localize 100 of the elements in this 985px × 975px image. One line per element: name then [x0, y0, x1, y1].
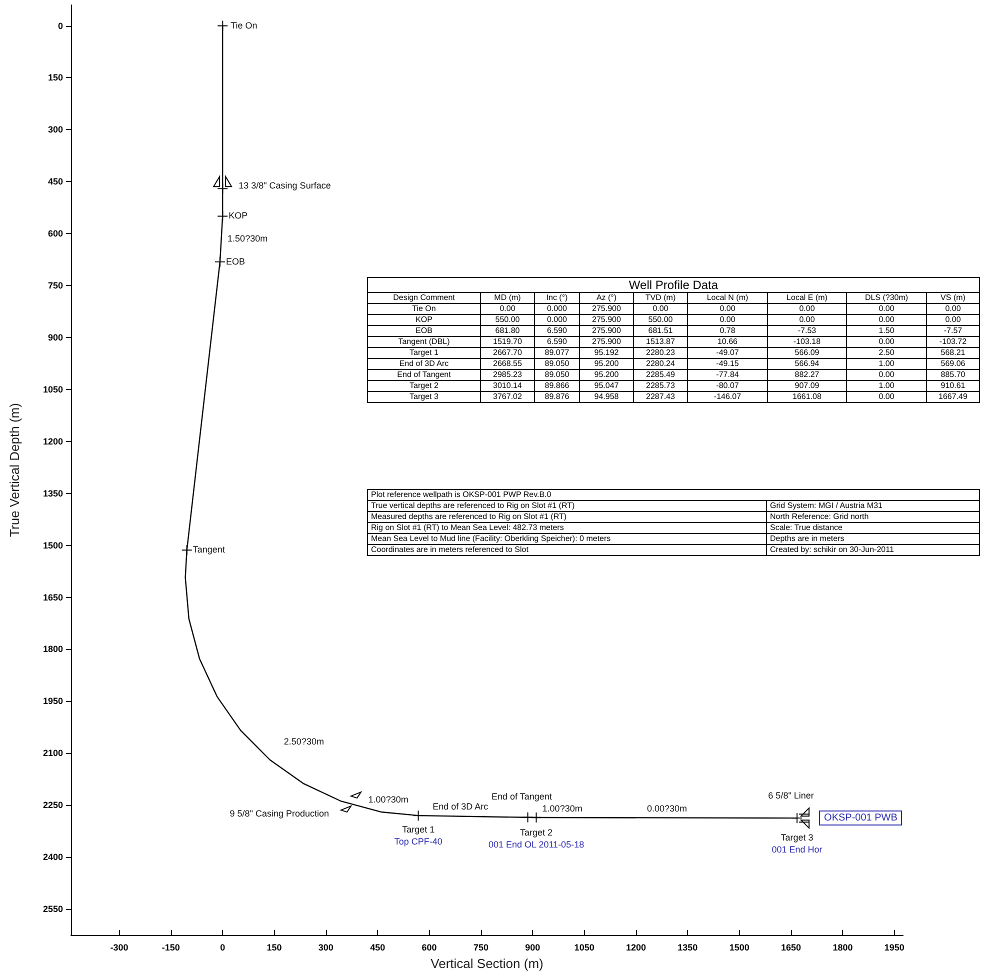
annotation: 89.876: [534, 392, 580, 402]
annotation: 1661.08: [768, 392, 846, 402]
text: 910.61: [926, 380, 980, 392]
annotation: 550.00: [480, 314, 534, 326]
annotation: -103.18: [768, 336, 846, 348]
annotation: 1.00?30m: [542, 804, 582, 815]
y-tick-label: 1800: [42, 644, 63, 654]
annotation: TVD (m): [634, 292, 688, 304]
y-tick-label: 1650: [42, 592, 63, 602]
annotation: 0.00: [634, 304, 688, 314]
x-tick-label: 1500: [729, 942, 750, 952]
annotation: Rig on Slot #1 (RT) to Mean Sea Level: 482.73 meters: [368, 522, 766, 534]
y-tick-label: 450: [48, 176, 63, 187]
annotation: 10.66: [688, 336, 768, 348]
annotation: 0.000: [534, 304, 580, 314]
annotation: Tangent (DBL): [368, 336, 480, 348]
annotation: Design Comment: [368, 292, 480, 304]
x-tick-label: 1950: [884, 942, 904, 952]
annotation: -146.07: [688, 392, 768, 402]
annotation: Target 3: [780, 832, 814, 844]
annotation: 2280.23: [634, 348, 688, 358]
annotation: 89.866: [534, 380, 580, 392]
annotation: 566.09: [768, 348, 846, 358]
text: 568.21: [926, 348, 980, 358]
annotation: 95.200: [580, 358, 634, 370]
annotation: -49.07: [688, 348, 768, 358]
annotation: 907.09: [768, 380, 846, 392]
x-tick-label: 1200: [626, 942, 646, 952]
annotation: Well Profile Data: [368, 278, 980, 292]
point: [413, 810, 424, 821]
annotation: Tie On: [368, 304, 480, 314]
y-tick-label: 2100: [42, 748, 63, 758]
annotation: KOP: [368, 314, 480, 326]
x-tick-label: 750: [473, 942, 488, 952]
annotation: End of Tangent: [492, 792, 552, 803]
annotation: 95.192: [580, 348, 634, 358]
text: 885.70: [926, 370, 980, 380]
annotation: -80.07: [688, 380, 768, 392]
x-tick-label: -300: [110, 942, 128, 952]
annotation: Inc (°): [534, 292, 580, 304]
annotation: 882.27: [768, 370, 846, 380]
annotation: 89.050: [534, 370, 580, 380]
annotation: Tie On: [230, 20, 258, 32]
annotation: 001 End Hor: [772, 844, 822, 856]
annotation: KOP: [228, 210, 248, 222]
annotation: 6.590: [534, 336, 580, 348]
annotation: 0.00: [846, 392, 926, 402]
annotation: 0.00: [846, 336, 926, 348]
annotation: 0.00?30m: [646, 803, 688, 814]
annotation: 2287.43: [634, 392, 688, 402]
annotation: Target 3: [368, 392, 480, 402]
y-tick-label: 300: [48, 124, 63, 135]
point: [522, 812, 533, 822]
y-tick-label: 2400: [42, 852, 63, 862]
text: 569.06: [926, 358, 980, 370]
annotation: 2667.70: [480, 348, 534, 358]
annotation: 0.00: [846, 314, 926, 326]
annotation: Created by: schikir on 30-Jun-2011: [766, 544, 980, 556]
annotation: OKSP-001 PWB: [819, 810, 902, 826]
annotation: 1513.87: [634, 336, 688, 348]
annotation: -77.84: [688, 370, 768, 380]
annotation: Grid System: MGI / Austria M31: [766, 500, 980, 512]
annotation: 89.077: [534, 348, 580, 358]
annotation: Az (°): [580, 292, 634, 304]
y-tick-label: 0: [58, 20, 63, 31]
annotation: 2285.73: [634, 380, 688, 392]
annotation: 2985.23: [480, 370, 534, 380]
annotation: 13 3/8" Casing Surface: [238, 180, 331, 192]
annotation: Plot reference wellpath is OKSP-001 PWP Rev.B.0: [368, 490, 980, 500]
x-tick-label: 1800: [832, 942, 853, 952]
text: 1667.49: [926, 392, 980, 402]
point: [214, 256, 225, 267]
annotation: North Reference: Grid north: [766, 512, 980, 522]
x-axis-title: Vertical Section (m): [430, 956, 544, 971]
annotation: End of Tangent: [368, 370, 480, 380]
text: 0.00: [926, 304, 980, 314]
annotation: Tangent: [192, 544, 225, 556]
x-tick-label: 0: [220, 942, 226, 952]
annotation: Target 1: [402, 824, 435, 836]
y-tick-label: 150: [48, 72, 63, 83]
annotation: 0.78: [688, 326, 768, 336]
annotation: 2280.24: [634, 358, 688, 370]
annotation: DLS (?30m): [846, 292, 926, 304]
annotation: End of 3D Arc: [432, 801, 488, 812]
annotation: 0.000: [534, 314, 580, 326]
annotation: 1.50?30m: [228, 233, 268, 244]
annotation: Local N (m): [688, 292, 768, 304]
y-tick-label: 2250: [42, 800, 63, 810]
annotation: 3767.02: [480, 392, 534, 402]
annotation: 681.80: [480, 326, 534, 336]
x-tick-label: 450: [370, 942, 386, 952]
annotation: 1.50: [846, 326, 926, 336]
annotation: 0.00: [846, 370, 926, 380]
y-tick-label: 1950: [42, 696, 63, 706]
annotation: Target 2: [368, 380, 480, 392]
annotation: 2.50: [846, 348, 926, 358]
x-tick-label: 150: [266, 942, 282, 952]
annotation: 275.900: [580, 304, 634, 314]
annotation: Target 1: [368, 348, 480, 358]
y-tick-label: 750: [48, 280, 63, 291]
